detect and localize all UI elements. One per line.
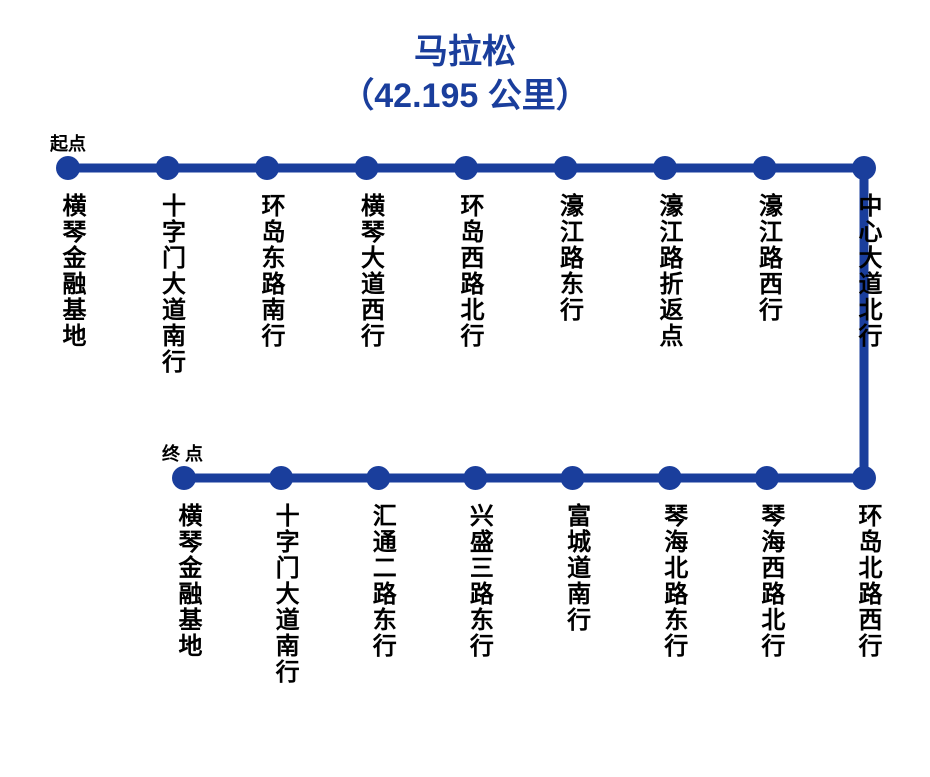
bottom-stop-0: 横琴金融基地: [170, 503, 205, 659]
bottom-stop-3: 兴盛三路东行: [461, 503, 496, 659]
bottom-stop-1: 十字门大道南行: [267, 503, 302, 685]
bottom-stop-4: 富城道南行: [559, 503, 594, 633]
bottom-stop-2: 汇通二路东行: [364, 503, 399, 659]
top-stop-5: 濠江路东行: [552, 193, 587, 323]
top-stop-8: 中心大道北行: [850, 193, 885, 349]
bottom-stop-7: 环岛北路西行: [850, 503, 885, 659]
top-stop-0: 横琴金融基地: [54, 193, 89, 349]
bottom-stop-5: 琴海北路东行: [656, 503, 691, 659]
top-stop-3: 横琴大道西行: [353, 193, 388, 349]
route-diagram: { "title": { "line1": "马拉松", "line2": "（…: [0, 0, 930, 777]
top-stop-4: 环岛西路北行: [452, 193, 487, 349]
bottom-stop-6: 琴海西路北行: [753, 503, 788, 659]
route-line-svg: [0, 0, 930, 777]
top-stop-2: 环岛东路南行: [253, 193, 288, 349]
top-stop-7: 濠江路西行: [751, 193, 786, 323]
top-stop-6: 濠江路折返点: [651, 193, 686, 349]
top-stop-1: 十字门大道南行: [154, 193, 189, 375]
